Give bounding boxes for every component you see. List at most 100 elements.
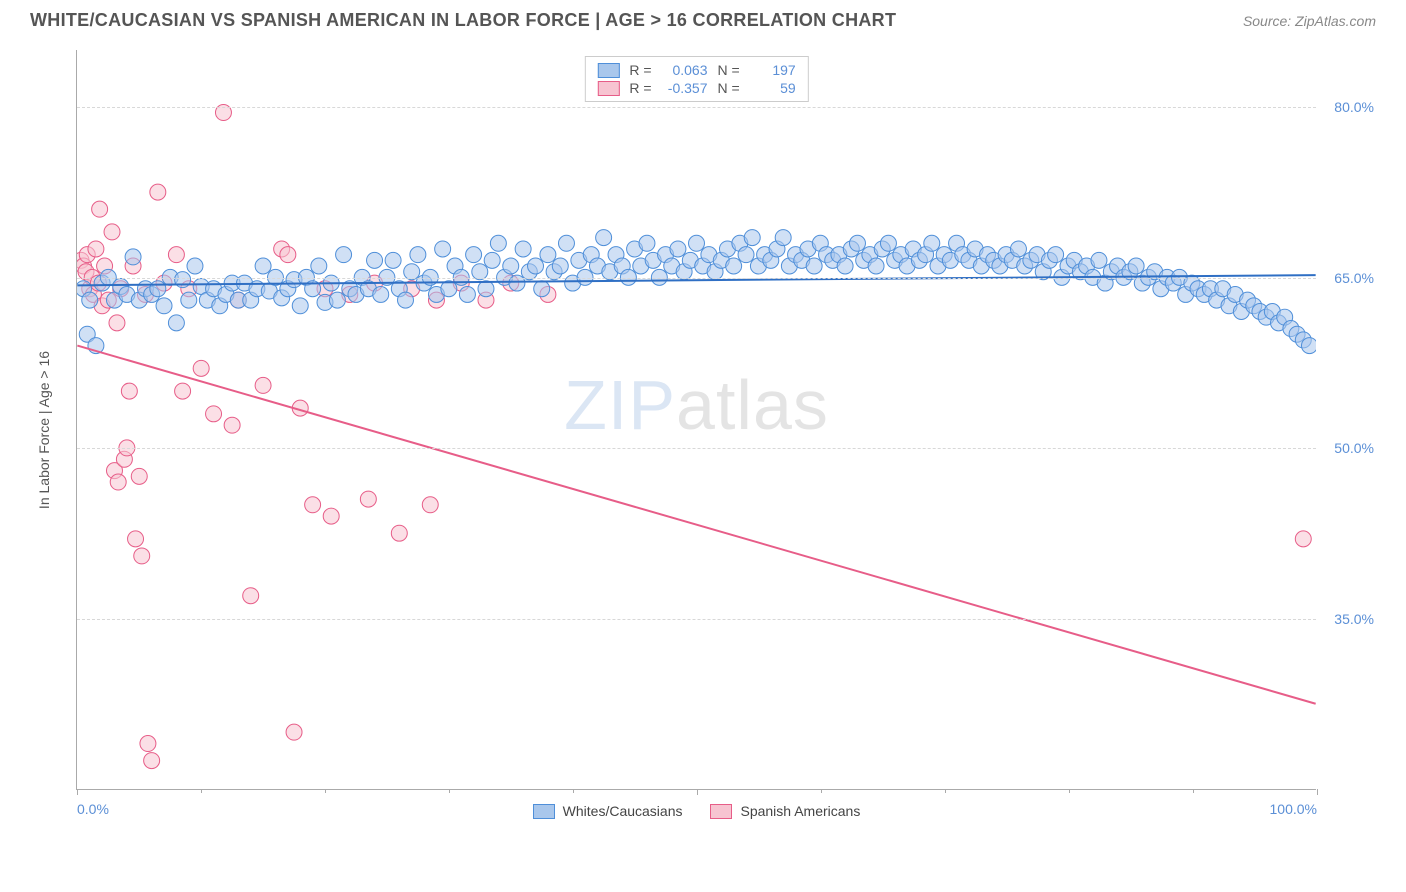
x-tick-minor xyxy=(821,789,822,793)
scatter-point xyxy=(880,235,896,251)
n-value: 197 xyxy=(750,62,796,78)
scatter-point xyxy=(181,292,197,308)
scatter-point xyxy=(738,247,754,263)
x-tick-minor xyxy=(449,789,450,793)
scatter-point xyxy=(88,241,104,257)
legend-swatch xyxy=(597,81,619,96)
scatter-point xyxy=(286,724,302,740)
x-tick-minor xyxy=(1193,789,1194,793)
scatter-point xyxy=(459,286,475,302)
scatter-point xyxy=(1128,258,1144,274)
scatter-point xyxy=(336,247,352,263)
scatter-point xyxy=(175,383,191,399)
scatter-point xyxy=(110,474,126,490)
scatter-point xyxy=(726,258,742,274)
x-tick-major xyxy=(1317,789,1318,795)
x-tick-major xyxy=(697,789,698,795)
scatter-point xyxy=(329,292,345,308)
scatter-point xyxy=(435,241,451,257)
x-tick-label: 100.0% xyxy=(1270,801,1317,817)
x-tick-minor xyxy=(1069,789,1070,793)
scatter-point xyxy=(478,281,494,297)
scatter-point xyxy=(528,258,544,274)
y-tick-label: 35.0% xyxy=(1334,611,1374,627)
legend-label: Spanish Americans xyxy=(740,803,860,819)
scatter-point xyxy=(255,377,271,393)
x-tick-label: 0.0% xyxy=(77,801,109,817)
bottom-legend: Whites/Caucasians Spanish Americans xyxy=(77,803,1316,819)
scatter-point xyxy=(398,292,414,308)
x-tick-minor xyxy=(945,789,946,793)
scatter-point xyxy=(1301,338,1316,354)
r-label: R = xyxy=(629,62,651,78)
scatter-point xyxy=(206,406,222,422)
scatter-point xyxy=(849,235,865,251)
legend-label: Whites/Caucasians xyxy=(563,803,683,819)
scatter-point xyxy=(125,249,141,265)
scatter-point xyxy=(1010,241,1026,257)
scatter-point xyxy=(466,247,482,263)
scatter-point xyxy=(128,531,144,547)
scatter-point xyxy=(775,230,791,246)
scatter-point xyxy=(503,258,519,274)
scatter-point xyxy=(367,252,383,268)
correlation-box: R = 0.063 N = 197 R = -0.357 N = 59 xyxy=(584,56,808,102)
scatter-point xyxy=(92,201,108,217)
n-value: 59 xyxy=(750,80,796,96)
scatter-svg xyxy=(77,50,1316,789)
correlation-row: R = 0.063 N = 197 xyxy=(597,61,795,79)
n-label: N = xyxy=(718,80,740,96)
scatter-point xyxy=(168,315,184,331)
scatter-point xyxy=(596,230,612,246)
scatter-point xyxy=(134,548,150,564)
r-value: 0.063 xyxy=(662,62,708,78)
r-value: -0.357 xyxy=(662,80,708,96)
scatter-point xyxy=(744,230,760,246)
scatter-point xyxy=(243,588,259,604)
scatter-point xyxy=(280,247,296,263)
chart-container: In Labor Force | Age > 16 ZIPatlas R =0.… xyxy=(50,50,1380,810)
scatter-point xyxy=(140,736,156,752)
scatter-point xyxy=(385,252,401,268)
chart-source: Source: ZipAtlas.com xyxy=(1243,13,1376,29)
scatter-point xyxy=(534,281,550,297)
legend-swatch xyxy=(710,804,732,819)
gridline xyxy=(77,107,1316,108)
regression-line xyxy=(77,346,1315,704)
scatter-point xyxy=(150,281,166,297)
legend-item: Spanish Americans xyxy=(710,803,860,819)
y-tick-label: 65.0% xyxy=(1334,270,1374,286)
y-tick-label: 80.0% xyxy=(1334,99,1374,115)
scatter-point xyxy=(391,525,407,541)
r-label: R = xyxy=(629,80,651,96)
legend-swatch xyxy=(533,804,555,819)
scatter-point xyxy=(255,258,271,274)
scatter-point xyxy=(515,241,531,257)
chart-title: WHITE/CAUCASIAN VS SPANISH AMERICAN IN L… xyxy=(30,10,896,31)
scatter-point xyxy=(806,258,822,274)
scatter-point xyxy=(104,224,120,240)
plot-area: ZIPatlas R =0.063N =197R =-0.357N =59 Wh… xyxy=(76,50,1316,790)
y-tick-label: 50.0% xyxy=(1334,440,1374,456)
scatter-point xyxy=(131,468,147,484)
gridline xyxy=(77,619,1316,620)
scatter-point xyxy=(187,258,203,274)
scatter-point xyxy=(868,258,884,274)
scatter-point xyxy=(540,247,556,263)
n-label: N = xyxy=(718,62,740,78)
correlation-row: R = -0.357 N = 59 xyxy=(597,79,795,97)
scatter-point xyxy=(490,235,506,251)
scatter-point xyxy=(193,360,209,376)
scatter-point xyxy=(150,184,166,200)
scatter-point xyxy=(484,252,500,268)
y-axis-label: In Labor Force | Age > 16 xyxy=(36,351,52,509)
scatter-point xyxy=(373,286,389,302)
legend-swatch xyxy=(597,63,619,78)
scatter-point xyxy=(422,497,438,513)
x-tick-minor xyxy=(201,789,202,793)
scatter-point xyxy=(924,235,940,251)
chart-header: WHITE/CAUCASIAN VS SPANISH AMERICAN IN L… xyxy=(0,0,1406,36)
scatter-point xyxy=(168,247,184,263)
scatter-point xyxy=(1295,531,1311,547)
scatter-point xyxy=(1091,252,1107,268)
